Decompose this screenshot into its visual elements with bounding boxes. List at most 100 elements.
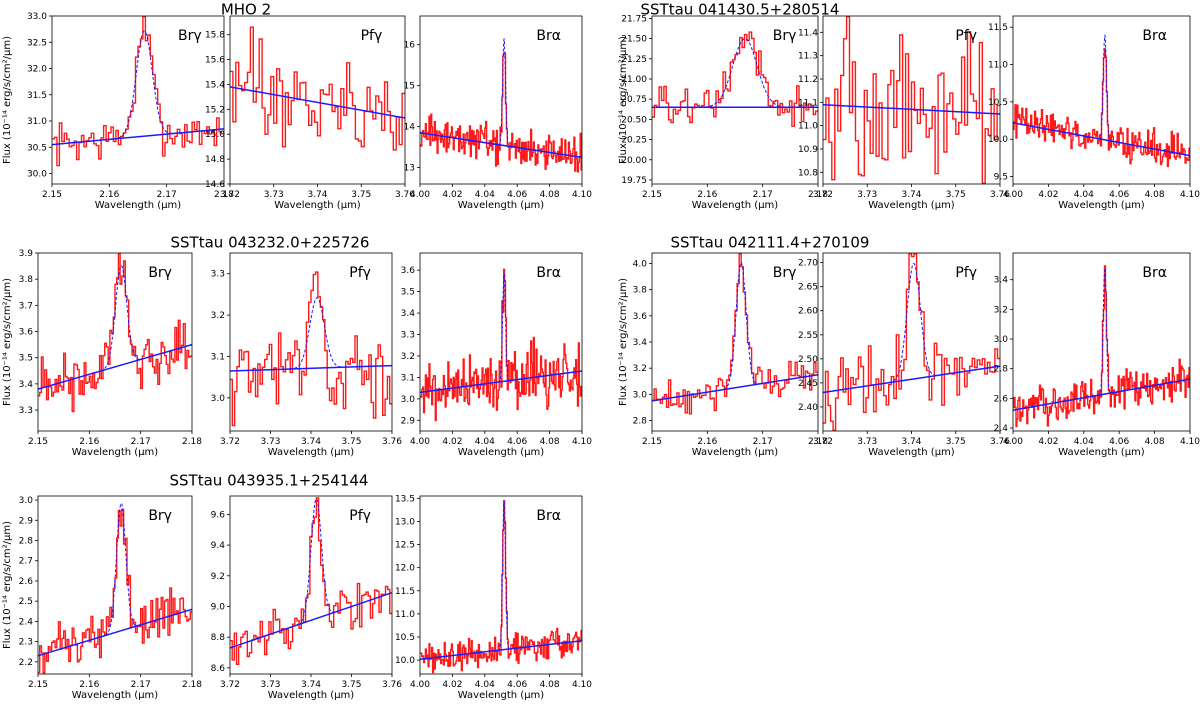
x-tick-label: 4.02 bbox=[442, 190, 462, 200]
continuum-fit-line bbox=[229, 591, 393, 649]
observed-spectrum bbox=[230, 271, 392, 427]
y-tick-label: 2.2 bbox=[19, 658, 33, 668]
y-tick-label: 14 bbox=[404, 123, 416, 133]
y-tick-label: 3.0 bbox=[633, 390, 648, 400]
x-tick-label: 4.08 bbox=[1145, 190, 1165, 200]
x-tick-label: 3.73 bbox=[857, 190, 877, 200]
x-tick-label: 4.04 bbox=[1074, 437, 1094, 447]
line-panel-2: 3.72 3.73 3.74 3.75 3.76 14.6 14.8 15.0 15.2 15.4… bbox=[205, 15, 415, 211]
x-axis-label: Wavelength (μm) bbox=[458, 447, 545, 458]
y-tick-label: 3.5 bbox=[401, 288, 415, 298]
x-tick-label: 2.17 bbox=[157, 190, 177, 200]
x-tick-label: 2.16 bbox=[697, 437, 717, 447]
y-tick-label: 12.0 bbox=[395, 564, 415, 574]
y-tick-label: 2.65 bbox=[798, 283, 818, 293]
x-axis-label: Wavelength (μm) bbox=[72, 447, 159, 458]
x-tick-label: 3.74 bbox=[301, 680, 321, 690]
line-id-label: Pfγ bbox=[349, 508, 371, 524]
y-tick-label: 3.3 bbox=[211, 270, 225, 280]
y-tick-label: 9.2 bbox=[211, 572, 225, 582]
y-tick-label: 11.4 bbox=[798, 28, 818, 38]
line-id-label: Brγ bbox=[773, 265, 797, 281]
observed-spectrum bbox=[1013, 265, 1190, 428]
x-tick-label: 3.74 bbox=[301, 437, 321, 447]
gaussian-fit-curve bbox=[1097, 34, 1113, 142]
x-tick-label: 2.17 bbox=[753, 437, 773, 447]
y-tick-label: 15.2 bbox=[205, 105, 225, 115]
y-tick-label: 20.75 bbox=[621, 95, 647, 105]
line-panel-3: 4.00 4.02 4.04 4.06 4.08 4.10 10.0 10.5 11.0 11.5… bbox=[395, 494, 592, 701]
y-tick-label: 10.8 bbox=[798, 168, 818, 178]
y-tick-label: 11.5 bbox=[988, 23, 1008, 33]
y-tick-label: 2.70 bbox=[798, 259, 818, 269]
x-axis-label: Wavelength (μm) bbox=[1058, 200, 1145, 211]
gaussian-fit-curve bbox=[497, 500, 511, 651]
line-panel-2: 3.72 3.73 3.74 3.75 3.76 8.6 8.8 9.0 9.2 9.4 9.6 Wa… bbox=[211, 495, 402, 701]
y-tick-label: 9.4 bbox=[211, 541, 226, 551]
y-tick-label: 4.0 bbox=[633, 259, 648, 269]
line-panel-2: 3.72 3.73 3.74 3.75 3.76 10.8 10.9 11.0 11.1 11.2… bbox=[798, 15, 1010, 211]
x-tick-label: 3.73 bbox=[260, 437, 280, 447]
y-tick-label: 2.4 bbox=[19, 617, 34, 627]
continuum-fit-line bbox=[1012, 122, 1191, 157]
plot-frame bbox=[419, 15, 583, 185]
x-tick-label: 4.00 bbox=[1003, 437, 1023, 447]
x-tick-label: 4.10 bbox=[572, 190, 592, 200]
continuum-fit-line bbox=[37, 608, 193, 657]
x-tick-label: 4.06 bbox=[1109, 437, 1129, 447]
y-axis-label: Flux (10⁻¹⁴ erg/s/cm²/μm) bbox=[618, 36, 629, 164]
x-tick-label: 2.15 bbox=[28, 680, 48, 690]
y-tick-label: 3.0 bbox=[994, 335, 1009, 345]
line-panel-1: 2.15 2.16 2.17 2.18 2.2 2.3 2.4 2.5 2.6 2.7 2.8 2.9… bbox=[19, 495, 202, 701]
y-tick-label: 30.0 bbox=[27, 170, 47, 180]
x-axis-label: Wavelength (μm) bbox=[274, 200, 361, 211]
y-tick-label: 3.3 bbox=[19, 406, 33, 416]
y-tick-label: 11.0 bbox=[798, 122, 818, 132]
line-id-label: Brγ bbox=[178, 28, 202, 44]
y-tick-label: 2.4 bbox=[994, 424, 1009, 434]
continuum-fit-line bbox=[229, 364, 393, 372]
gaussian-fit-curve bbox=[108, 30, 181, 140]
y-tick-label: 13 bbox=[404, 164, 415, 174]
x-tick-label: 2.17 bbox=[131, 680, 151, 690]
x-tick-label: 2.18 bbox=[182, 437, 202, 447]
line-id-label: Brα bbox=[1142, 28, 1167, 44]
plot-frame bbox=[51, 15, 225, 185]
y-tick-label: 30.5 bbox=[27, 143, 47, 153]
y-tick-label: 21.75 bbox=[621, 14, 647, 24]
y-tick-label: 2.60 bbox=[798, 307, 818, 317]
observed-spectrum bbox=[230, 26, 405, 151]
y-tick-label: 3.0 bbox=[19, 496, 34, 506]
x-tick-label: 3.75 bbox=[341, 680, 361, 690]
y-tick-label: 2.55 bbox=[798, 331, 818, 341]
y-tick-label: 2.6 bbox=[994, 394, 1009, 404]
y-tick-label: 11.0 bbox=[395, 610, 415, 620]
x-tick-label: 2.15 bbox=[28, 437, 48, 447]
x-tick-label: 3.74 bbox=[307, 190, 327, 200]
x-axis-label: Wavelength (μm) bbox=[72, 690, 159, 701]
y-tick-label: 3.1 bbox=[401, 373, 415, 383]
gaussian-fit-curve bbox=[690, 38, 800, 108]
y-tick-label: 3.4 bbox=[401, 309, 416, 319]
x-axis-label: Wavelength (μm) bbox=[868, 447, 955, 458]
observed-spectrum bbox=[823, 253, 1000, 431]
y-tick-label: 2.3 bbox=[19, 638, 33, 648]
plot-frame bbox=[37, 252, 193, 432]
y-tick-label: 3.4 bbox=[633, 338, 648, 348]
x-tick-label: 3.72 bbox=[813, 190, 833, 200]
y-axis-label: Flux (10⁻¹⁴ erg/s/cm²/μm) bbox=[2, 521, 13, 649]
x-tick-label: 2.16 bbox=[79, 437, 99, 447]
continuum-fit-line bbox=[651, 373, 819, 402]
y-axis-label: Flux (10⁻¹⁴ erg/s/cm²/μm) bbox=[2, 36, 13, 164]
x-tick-label: 4.08 bbox=[1145, 437, 1165, 447]
line-id-label: Brγ bbox=[148, 265, 172, 281]
y-tick-label: 9.6 bbox=[211, 510, 226, 520]
line-panel-3: 4.00 4.02 4.04 4.06 4.08 4.10 9.5 10.0 10.5 11.0 1… bbox=[988, 15, 1200, 211]
y-tick-label: 8.8 bbox=[211, 633, 226, 643]
observed-spectrum bbox=[1013, 48, 1190, 168]
y-tick-label: 20.50 bbox=[621, 115, 647, 125]
line-panel-1: 2.15 2.16 2.17 2.18 3.3 3.4 3.5 3.6 3.7 3.8 3.9 Wav… bbox=[19, 249, 203, 458]
y-axis-label: Flux (10⁻¹⁴ erg/s/cm²/μm) bbox=[618, 278, 629, 406]
x-axis-label: Wavelength (μm) bbox=[458, 200, 545, 211]
y-tick-label: 3.0 bbox=[211, 394, 226, 404]
